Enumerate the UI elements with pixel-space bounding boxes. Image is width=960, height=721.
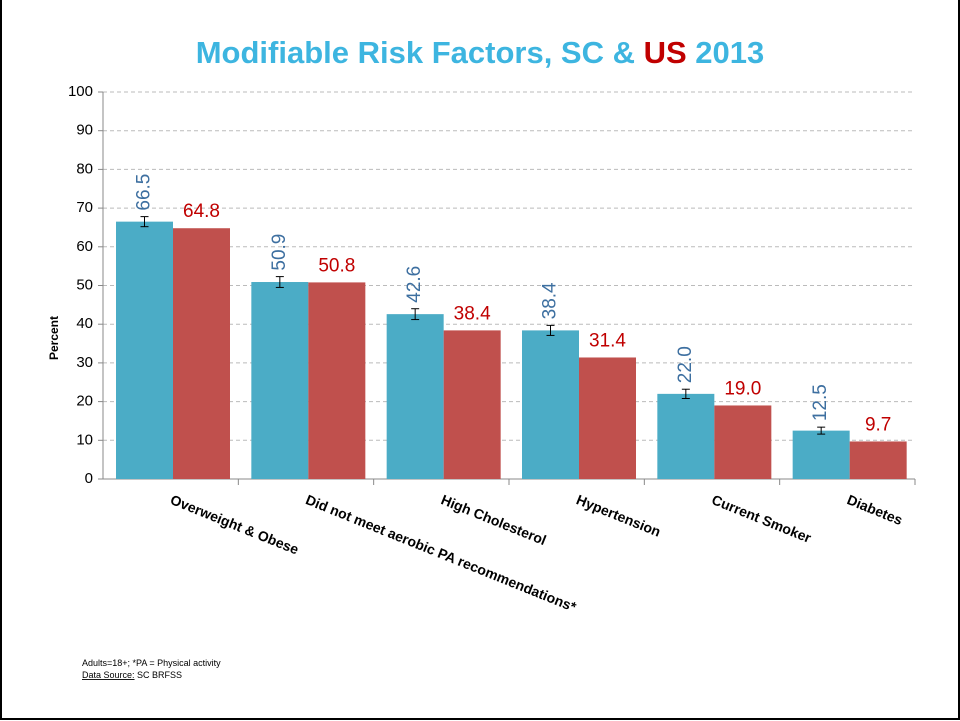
value-label: 9.7 xyxy=(865,414,891,435)
bar xyxy=(173,228,230,479)
value-label: 31.4 xyxy=(589,330,626,351)
bar xyxy=(251,282,309,479)
value-label: 42.6 xyxy=(404,266,425,303)
title-part: 2013 xyxy=(687,35,765,70)
bar xyxy=(657,393,715,479)
bar xyxy=(849,441,907,479)
value-label: 22.0 xyxy=(675,346,696,383)
bar xyxy=(443,330,501,479)
y-tick-label: 50 xyxy=(76,276,93,293)
y-tick-label: 20 xyxy=(76,393,93,410)
bar xyxy=(579,357,636,479)
y-tick-label: 30 xyxy=(76,354,93,371)
value-label: 38.4 xyxy=(540,282,561,319)
title-part: US xyxy=(644,35,687,70)
y-tick-label: 80 xyxy=(76,160,93,177)
footnote: Data Source: SC BRFSS xyxy=(82,670,182,680)
value-label: 50.8 xyxy=(318,255,355,276)
y-tick-label: 70 xyxy=(76,199,93,216)
chart-title: Modifiable Risk Factors, SC & US 2013 xyxy=(196,35,765,70)
footnote-part: Data Source: xyxy=(82,670,135,680)
footnote-part: SC BRFSS xyxy=(135,670,183,680)
bar xyxy=(792,430,850,479)
footnote-part: Adults=18+; *PA = Physical activity xyxy=(82,658,221,668)
value-label: 66.5 xyxy=(134,174,155,211)
y-tick-label: 0 xyxy=(85,470,93,487)
bar xyxy=(386,314,444,479)
bar xyxy=(116,221,173,479)
bar xyxy=(308,282,366,479)
value-label: 38.4 xyxy=(454,303,491,324)
value-label: 50.9 xyxy=(269,234,290,271)
y-tick-label: 10 xyxy=(76,431,93,448)
bar xyxy=(522,330,579,479)
value-label: 64.8 xyxy=(183,201,220,222)
y-tick-label: 90 xyxy=(76,122,93,139)
footnote: Adults=18+; *PA = Physical activity xyxy=(82,658,221,668)
y-tick-label: 40 xyxy=(76,315,93,332)
y-tick-label: 100 xyxy=(68,83,93,100)
title-part: Modifiable Risk Factors, SC & xyxy=(196,35,644,70)
y-tick-label: 60 xyxy=(76,238,93,255)
value-label: 19.0 xyxy=(724,378,761,399)
y-axis-label: Percent xyxy=(47,316,61,360)
bar xyxy=(714,405,772,479)
value-label: 12.5 xyxy=(810,384,831,421)
